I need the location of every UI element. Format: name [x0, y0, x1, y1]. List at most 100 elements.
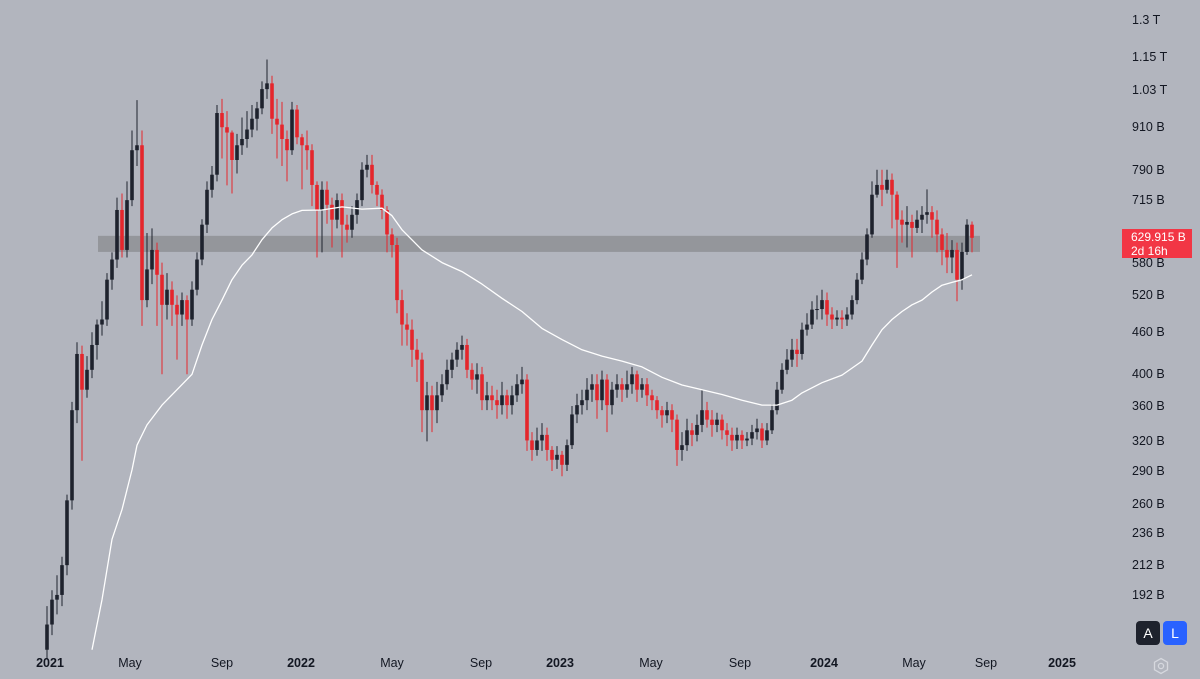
candle-up	[685, 430, 689, 446]
candle-down	[415, 349, 419, 360]
candle-up	[260, 89, 264, 109]
candle-up	[590, 384, 594, 390]
candle-up	[440, 384, 444, 396]
candle-up	[885, 179, 889, 190]
candle-down	[635, 374, 639, 390]
candle-up	[925, 212, 929, 215]
candle-down	[220, 113, 224, 128]
price-tick-label: 260 B	[1132, 496, 1165, 511]
candle-down	[285, 139, 289, 151]
candle-down	[505, 395, 509, 406]
time-tick-label: 2021	[36, 656, 64, 670]
candle-down	[270, 83, 274, 119]
candle-down	[340, 200, 344, 225]
candle-down	[185, 300, 189, 320]
candle-down	[315, 184, 319, 210]
candle-up	[850, 300, 854, 315]
candle-up	[810, 309, 814, 325]
candle-down	[385, 209, 389, 235]
bar-countdown: 2d 16h	[1131, 244, 1168, 258]
time-tick-label: 2025	[1048, 656, 1076, 670]
candle-up	[835, 317, 839, 320]
candle-up	[755, 428, 759, 433]
candle-up	[200, 224, 204, 260]
candle-up	[450, 359, 454, 370]
candle-down	[225, 127, 229, 133]
candle-up	[745, 438, 749, 441]
candle-down	[645, 384, 649, 396]
candle-up	[165, 289, 169, 305]
candle-up	[580, 400, 584, 406]
candle-up	[845, 314, 849, 320]
candle-up	[965, 224, 969, 252]
candle-up	[520, 379, 524, 385]
auto-scale-button[interactable]: A	[1136, 621, 1160, 645]
candle-down	[280, 124, 284, 140]
price-tick-label: 790 B	[1132, 162, 1165, 177]
time-tick-label: Sep	[210, 656, 234, 670]
candle-up	[355, 200, 359, 215]
log-scale-button[interactable]: L	[1163, 621, 1187, 645]
candle-up	[790, 349, 794, 360]
candle-up	[125, 200, 129, 250]
candle-up	[60, 565, 64, 595]
candle-down	[720, 419, 724, 431]
candle-down	[650, 395, 654, 401]
price-tick-label: 1.3 T	[1132, 13, 1161, 27]
time-tick-label: May	[118, 656, 142, 670]
candle-down	[140, 145, 144, 301]
candle-up	[350, 214, 354, 230]
candle-down	[655, 400, 659, 411]
candle-down	[935, 219, 939, 235]
candle-up	[565, 445, 569, 465]
candle-down	[300, 137, 304, 146]
candle-down	[970, 224, 974, 238]
candle-down	[910, 221, 914, 228]
price-tick-label: 192 B	[1132, 587, 1165, 602]
last-price: 629.915 B	[1131, 230, 1186, 244]
candle-up	[515, 384, 519, 396]
candle-up	[320, 189, 324, 210]
candle-down	[430, 395, 434, 411]
candle-down	[525, 379, 529, 441]
candle-down	[275, 118, 279, 125]
candle-up	[455, 349, 459, 360]
candle-up	[575, 405, 579, 415]
candle-up	[205, 189, 209, 225]
price-tick-label: 460 B	[1132, 325, 1165, 340]
candle-down	[690, 430, 694, 435]
candle-up	[770, 410, 774, 431]
candle-up	[115, 209, 119, 260]
candle-up	[585, 389, 589, 401]
price-tick-label: 290 B	[1132, 463, 1165, 478]
candle-down	[675, 419, 679, 450]
candle-up	[425, 395, 429, 411]
candle-up	[45, 624, 49, 650]
candle-up	[920, 214, 924, 220]
candle-down	[725, 430, 729, 435]
candle-down	[295, 109, 299, 138]
candle-up	[610, 389, 614, 406]
candle-up	[240, 139, 244, 146]
candle-up	[180, 300, 184, 315]
price-tick-label: 910 B	[1132, 120, 1165, 135]
candle-down	[375, 184, 379, 195]
time-tick-label: 2022	[287, 656, 315, 670]
candlestick-chart[interactable]	[0, 0, 1120, 679]
candle-down	[595, 384, 599, 401]
candle-down	[890, 179, 894, 195]
candle-down	[955, 249, 959, 280]
price-tick-label: 320 B	[1132, 434, 1165, 449]
price-tick-label: 236 B	[1132, 525, 1165, 540]
candle-up	[255, 108, 259, 119]
candle-down	[620, 384, 624, 390]
candle-down	[825, 300, 829, 315]
candle-up	[820, 300, 824, 310]
candle-down	[880, 184, 884, 190]
candle-down	[740, 434, 744, 441]
candle-up	[855, 279, 859, 301]
candle-down	[330, 204, 334, 220]
candle-down	[370, 164, 374, 185]
settings-icon[interactable]	[1152, 657, 1170, 675]
candle-up	[90, 344, 94, 370]
